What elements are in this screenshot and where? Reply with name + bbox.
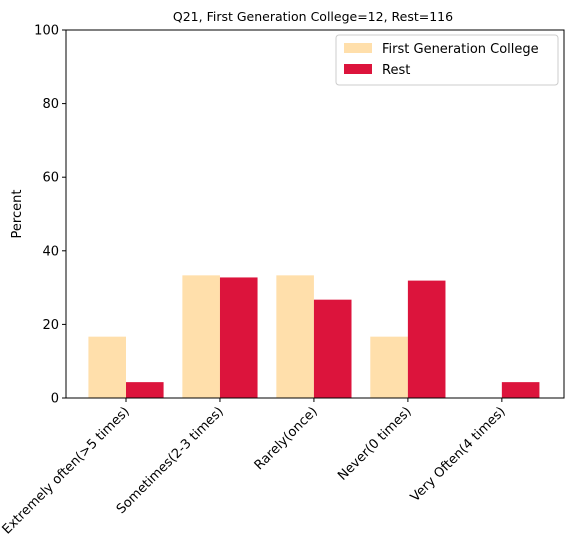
bar-first-gen-3 — [370, 336, 408, 398]
y-tick-label: 40 — [42, 244, 59, 259]
bar-rest-2 — [313, 299, 352, 398]
legend: First Generation College Rest — [335, 34, 559, 86]
x-tick-label: Sometimes(2-3 times) — [114, 404, 227, 517]
x-tick-label: Never(0 times) — [335, 404, 415, 484]
bar-rest-3 — [407, 280, 446, 398]
x-tick-label: Very Often(4 times) — [408, 404, 509, 505]
bar-rest-4 — [501, 382, 540, 398]
legend-label: Rest — [382, 63, 410, 78]
chart-title: Q21, First Generation College=12, Rest=1… — [173, 9, 453, 24]
x-axis: Extremely often(>5 times)Sometimes(2-3 t… — [0, 398, 509, 537]
x-tick-label: Extremely often(>5 times) — [0, 404, 133, 537]
bar-first-gen-2 — [276, 275, 314, 398]
x-tick-label: Rarely(once) — [252, 404, 321, 473]
y-tick-label: 60 — [42, 171, 59, 186]
bars-group — [88, 275, 540, 398]
y-tick-label: 80 — [42, 97, 59, 112]
y-axis-label: Percent — [10, 190, 25, 239]
y-tick-label: 20 — [42, 318, 59, 333]
bar-rest-1 — [219, 277, 258, 398]
y-tick-label: 100 — [34, 24, 59, 39]
legend-label: First Generation College — [382, 42, 539, 57]
bar-rest-0 — [126, 382, 164, 398]
legend-swatch — [344, 64, 372, 74]
y-axis: 0 20 40 60 80 100 — [34, 24, 66, 407]
plot-frame — [65, 29, 565, 399]
legend-frame — [335, 34, 559, 86]
y-tick-label: 0 — [51, 392, 59, 407]
bar-first-gen-0 — [88, 336, 126, 398]
legend-swatch — [344, 43, 372, 53]
bar-first-gen-1 — [182, 275, 220, 398]
